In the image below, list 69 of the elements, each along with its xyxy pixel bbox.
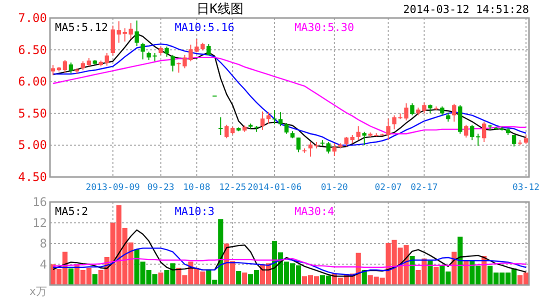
text: 2014-03-12 14:51:28: [403, 3, 529, 16]
candlestick: [68, 62, 74, 74]
candlestick: [410, 102, 414, 116]
candlestick: [104, 52, 109, 66]
y-tick-label: 7.00: [18, 11, 47, 25]
candlestick: [206, 44, 211, 56]
y-tick-label: 16: [32, 195, 47, 209]
candlestick: [170, 54, 175, 72]
x-tick-label: 02-07: [374, 183, 402, 193]
x-tick-label: 03-12: [512, 183, 540, 193]
candlestick: [482, 121, 486, 143]
bar: [158, 272, 164, 285]
line-series: [52, 258, 527, 268]
bar: [236, 270, 242, 285]
text: MA30:5.30: [294, 21, 354, 34]
bar: [92, 274, 98, 285]
candlestick: [356, 126, 360, 141]
candlestick: [224, 124, 229, 139]
y-tick-label: 4.50: [18, 170, 47, 184]
bar: [410, 256, 415, 285]
chart-title: 日K线图: [196, 2, 244, 17]
text: MA5:2: [55, 205, 88, 218]
candlestick: [110, 25, 115, 56]
candlestick: [50, 64, 56, 76]
x-tick-label: 12-25: [219, 183, 246, 193]
y-tick-label: 4: [40, 257, 47, 272]
candlestick: [332, 142, 336, 157]
x-tick-label: 2014-01-06: [247, 183, 302, 193]
line-series: [52, 229, 527, 277]
candlestick: [344, 136, 348, 147]
candlestick: [362, 131, 366, 146]
candlestick: [476, 133, 480, 146]
y-tick-label: 5.00: [18, 138, 47, 152]
y-tick-label: 12: [32, 216, 47, 230]
series-label: MA10:5.16: [174, 21, 234, 34]
candlestick: [134, 20, 139, 46]
x-tick-label: 09-23: [147, 183, 174, 193]
candlestick: [464, 124, 468, 138]
candlestick: [140, 42, 145, 60]
x-tick-label: 01-20: [320, 183, 348, 193]
candlestick: [164, 46, 169, 58]
x-tick-label: 2013-09-09: [86, 183, 140, 193]
candlestick: [308, 142, 313, 158]
y-tick-label: 6.50: [18, 42, 47, 57]
bar: [428, 260, 433, 285]
bar: [434, 266, 439, 285]
candlestick: [218, 116, 223, 136]
candlestick: [272, 110, 277, 125]
text: MA30:4: [294, 205, 335, 218]
candlestick: [62, 59, 68, 74]
candlestick: [260, 110, 265, 130]
candlestick: [278, 112, 283, 127]
candlestick: [470, 124, 474, 141]
y-tick-label: 5.50: [18, 106, 47, 120]
line-series: [52, 248, 527, 276]
series-label: MA5:5.12: [55, 21, 108, 34]
candlestick: [296, 137, 301, 153]
y-tick-label: 6.00: [18, 74, 47, 89]
y-tick-label: 8: [40, 236, 47, 250]
y-axis-title: x万: [29, 285, 47, 298]
bar: [68, 268, 74, 285]
x-tick-label: 10-08: [183, 183, 210, 193]
bar: [242, 272, 248, 285]
candlestick: [326, 142, 331, 154]
candlestick: [284, 122, 289, 134]
text: MA10:3: [174, 205, 214, 218]
x-tick-label: 02-17: [410, 183, 438, 193]
candlestick: [512, 134, 516, 147]
candlestick: [452, 103, 456, 122]
